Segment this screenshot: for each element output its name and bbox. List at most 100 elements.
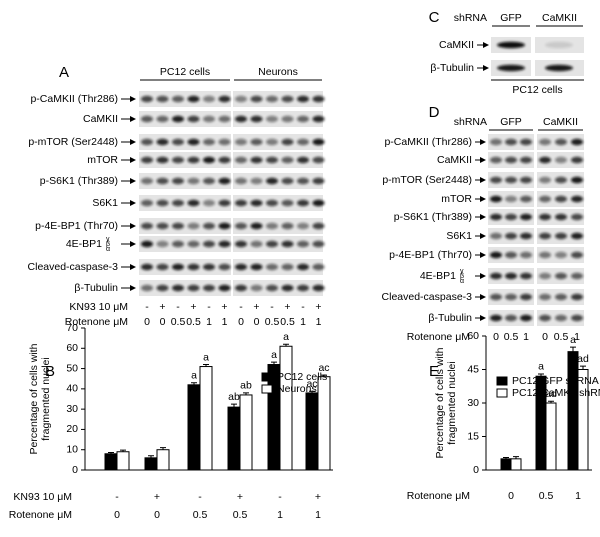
blot-band	[172, 95, 184, 103]
blot-band	[520, 176, 532, 184]
blot-band	[281, 156, 294, 164]
lane-value: 1	[300, 316, 306, 328]
blot-band	[250, 263, 263, 271]
row-label: β-Tubulin	[430, 62, 474, 74]
blot-band	[520, 272, 532, 280]
panel-label: E	[429, 363, 439, 380]
lane-value: 0.5	[171, 316, 186, 328]
blot-band	[539, 138, 551, 146]
treatment-value: +	[154, 491, 160, 503]
blot-band	[281, 95, 294, 103]
treatment-label: KN93 10 μM	[13, 491, 72, 503]
x-tick-label: 1	[277, 509, 283, 521]
row-label: CaMKII	[439, 39, 474, 51]
row-label: p-4E-BP1 (Thr70)	[389, 249, 472, 261]
blot-band	[235, 95, 247, 103]
blot-band	[203, 199, 215, 207]
lane-value: +	[253, 301, 259, 313]
blot-band	[297, 222, 309, 230]
blot-band	[203, 156, 215, 164]
bar-annotation: a	[271, 349, 277, 361]
bar	[199, 366, 213, 471]
blot-band	[520, 156, 532, 164]
blot-band	[156, 95, 169, 103]
y-tick-label: 0	[473, 464, 479, 476]
y-tick-label: 40	[66, 383, 78, 395]
blot-band	[539, 314, 551, 322]
blot-band	[490, 314, 502, 322]
lane-value: +	[284, 301, 290, 313]
category-axis-label: Rotenone μM	[407, 490, 470, 502]
blot-band	[266, 95, 278, 103]
error-bar	[231, 403, 237, 408]
error-bar	[243, 392, 249, 395]
blot-band	[312, 240, 325, 248]
lane-value: -	[239, 301, 243, 313]
blot-band	[187, 138, 200, 146]
panel-label: B	[45, 363, 55, 380]
group-label: CaMKII	[543, 116, 578, 128]
y-tick-label: 60	[467, 330, 479, 342]
blot-band	[250, 284, 263, 292]
row-label: p-S6K1 (Thr389)	[394, 211, 472, 223]
blot-band	[235, 199, 247, 207]
blot-band	[235, 240, 247, 248]
blot-band	[571, 251, 583, 259]
isoform-label: α	[460, 278, 464, 285]
blot-band	[505, 176, 517, 184]
blot-band	[312, 263, 325, 271]
blot-band	[312, 115, 325, 123]
error-bar	[148, 455, 154, 458]
blot-band	[187, 95, 200, 103]
blot-band	[281, 115, 294, 123]
error-bar	[513, 456, 519, 459]
blot-band	[156, 222, 169, 230]
blot-band	[297, 156, 309, 164]
blot-band	[250, 138, 263, 146]
row-label: p-S6K1 (Thr389)	[40, 175, 118, 187]
lane-row-label: KN93 10 μM	[69, 301, 128, 313]
blot-band	[187, 115, 200, 123]
blot-band	[520, 251, 532, 259]
blot-band	[141, 222, 153, 230]
bar	[545, 402, 557, 471]
y-axis-label: Percentage of cells with	[434, 347, 446, 458]
blot-band	[187, 199, 200, 207]
legend-label: PC12/GFP shRNA	[512, 375, 599, 387]
y-tick-label: 15	[467, 430, 479, 442]
blot-band	[281, 222, 294, 230]
blot-band	[281, 199, 294, 207]
blot-band	[555, 232, 567, 240]
blot-band	[281, 240, 294, 248]
legend-swatch	[496, 376, 508, 386]
blot-band	[266, 284, 278, 292]
blot-strip	[139, 152, 231, 168]
lane-value: -	[176, 301, 180, 313]
blot-band	[539, 251, 551, 259]
blot-band	[505, 293, 517, 301]
error-bar	[309, 390, 315, 393]
blot-band	[520, 195, 532, 203]
row-label: β-Tubulin	[74, 282, 118, 294]
lane-value: 0.5	[554, 331, 569, 343]
blot-band	[187, 284, 200, 292]
lane-value: 0.5	[504, 331, 519, 343]
blot-band	[266, 177, 278, 185]
blot-band	[141, 95, 153, 103]
blot-band	[218, 199, 231, 207]
blot-band	[235, 263, 247, 271]
isoform-label: γ	[106, 236, 110, 243]
lane-value: 0	[254, 316, 260, 328]
panel-label: D	[429, 104, 440, 121]
x-tick-label: 1	[575, 490, 581, 502]
blot-band	[218, 156, 231, 164]
blot-band	[555, 314, 567, 322]
blot-band	[312, 138, 325, 146]
treatment-value: -	[198, 491, 202, 503]
bar-annotation: a	[203, 351, 209, 363]
y-tick-label: 30	[467, 397, 479, 409]
blot-band	[250, 199, 263, 207]
blot-band	[172, 284, 184, 292]
legend-swatch	[261, 372, 273, 382]
